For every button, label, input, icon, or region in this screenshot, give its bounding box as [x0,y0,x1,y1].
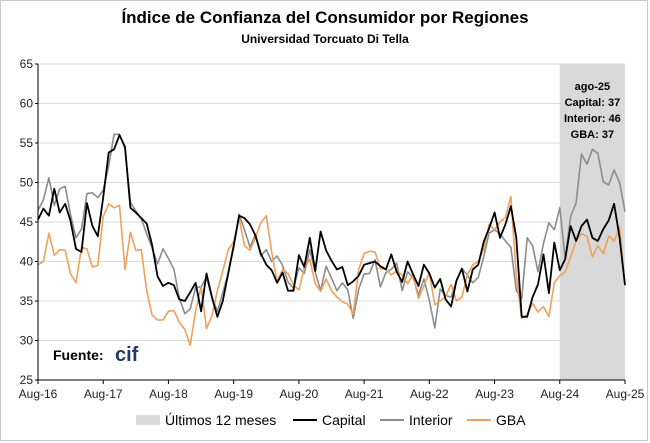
annotation-line: ago-25 [575,81,610,93]
cif-logo: cif [115,344,139,366]
legend-item: Últimos 12 meses [136,412,276,428]
plot-area [37,63,626,380]
source-label-group: Fuente: cif [53,344,139,366]
series-line-interior [37,133,626,329]
x-tick-label: Aug-19 [214,387,253,401]
x-tick-label: Aug-16 [19,387,58,401]
legend-swatch [136,415,160,425]
legend-label: Últimos 12 meses [165,412,276,428]
legend: Últimos 12 meses Capital Interior GBA [136,412,526,428]
y-tick-label: 65 [20,57,34,71]
chart-title: Índice de Confianza del Consumidor por R… [121,8,528,27]
x-tick-label: Aug-21 [345,387,384,401]
x-tick-label: Aug-23 [475,387,514,401]
series-line-capital [37,134,626,318]
annotation-line: Capital: 37 [565,97,621,109]
source-label: Fuente: [53,347,104,363]
legend-label: Capital [322,412,366,428]
y-tick-label: 40 [20,255,34,269]
x-tick-label: Aug-22 [410,387,449,401]
x-tick-label: Aug-24 [540,387,579,401]
y-tick-label: 55 [20,136,34,150]
x-tick-label: Aug-25 [606,387,645,401]
x-tick-label: Aug-18 [149,387,188,401]
y-tick-label: 35 [20,294,34,308]
x-tick-label: Aug-17 [84,387,123,401]
legend-item: Interior [380,412,453,428]
series-line-gba [37,195,626,347]
chart-subtitle: Universidad Torcuato Di Tella [241,32,409,46]
y-tick-label: 45 [20,215,34,229]
legend-label: Interior [409,412,453,428]
y-tick-label: 30 [20,334,34,348]
annotation-line: GBA: 37 [571,129,614,141]
y-tick-label: 50 [20,176,34,190]
legend-label: GBA [496,412,526,428]
annotation-line: Interior: 46 [564,113,621,125]
x-tick-label: Aug-20 [280,387,319,401]
x-axis: Aug-16 Aug-17 Aug-18 Aug-19 Aug-20 Aug-21 Aug-… [19,379,645,401]
legend-item: GBA [467,412,526,428]
y-tick-label: 60 [20,97,34,111]
y-tick-label: 25 [20,373,34,387]
legend-item: Capital [293,412,366,428]
y-axis: 25 30 35 40 45 50 55 60 65 [20,57,39,387]
annotation-box: ago-25 Capital: 37 Interior: 46 GBA: 37 [564,81,621,141]
